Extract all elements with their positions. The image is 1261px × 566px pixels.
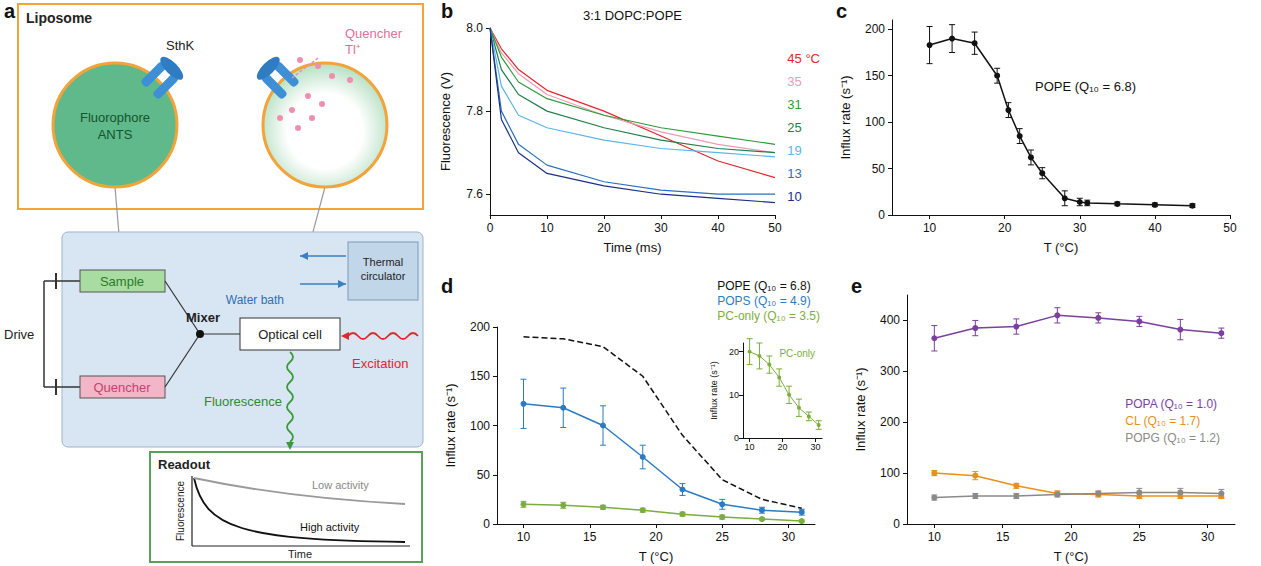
svg-text:50: 50 [1223, 221, 1237, 235]
svg-text:10: 10 [928, 530, 942, 544]
svg-text:Influx rate (s⁻¹): Influx rate (s⁻¹) [853, 367, 868, 451]
svg-text:100: 100 [470, 419, 490, 433]
svg-text:100: 100 [865, 115, 885, 129]
svg-text:0: 0 [483, 517, 490, 531]
svg-text:Quencher: Quencher [93, 380, 151, 395]
svg-text:20: 20 [1064, 530, 1078, 544]
svg-text:Tl⁺: Tl⁺ [345, 42, 360, 57]
svg-text:20: 20 [597, 221, 611, 235]
html-text:c: c [836, 0, 848, 22]
svg-text:200: 200 [865, 22, 885, 36]
svg-text:50: 50 [872, 162, 886, 176]
svg-text:100: 100 [880, 466, 900, 480]
svg-text:10: 10 [540, 221, 554, 235]
svg-text:45 °C: 45 °C [787, 51, 820, 66]
svg-text:High activity: High activity [300, 521, 360, 533]
svg-text:0: 0 [878, 208, 885, 222]
html-text:e: e [851, 275, 863, 297]
svg-text:Influx rate (s⁻¹): Influx rate (s⁻¹) [709, 361, 719, 420]
svg-text:POPS (Q₁₀ = 4.9): POPS (Q₁₀ = 4.9) [717, 294, 810, 308]
svg-text:CL (Q₁₀ = 1.7): CL (Q₁₀ = 1.7) [1125, 414, 1200, 428]
svg-text:Influx rate (s⁻¹): Influx rate (s⁻¹) [838, 75, 853, 159]
svg-text:19: 19 [787, 143, 801, 158]
svg-text:Thermal: Thermal [363, 256, 403, 268]
svg-text:30: 30 [654, 221, 668, 235]
svg-text:10: 10 [745, 442, 755, 452]
svg-text:PC-only: PC-only [779, 348, 815, 359]
svg-text:circulator: circulator [361, 270, 406, 282]
svg-text:40: 40 [1148, 221, 1162, 235]
svg-text:Sample: Sample [100, 274, 144, 289]
svg-text:Fluorescence: Fluorescence [204, 394, 282, 409]
svg-text:Optical cell: Optical cell [258, 327, 322, 342]
svg-text:8.0: 8.0 [466, 21, 483, 35]
svg-text:150: 150 [470, 369, 490, 383]
svg-text:Time (ms): Time (ms) [603, 240, 661, 255]
svg-text:31: 31 [787, 97, 801, 112]
svg-text:Mixer: Mixer [186, 310, 220, 325]
svg-text:Time: Time [288, 548, 312, 560]
svg-text:ANTS: ANTS [98, 127, 133, 142]
svg-text:20: 20 [998, 221, 1012, 235]
svg-text:25: 25 [1133, 530, 1147, 544]
svg-text:Liposome: Liposome [26, 10, 92, 26]
svg-text:PC-only (Q₁₀ = 3.5): PC-only (Q₁₀ = 3.5) [717, 309, 820, 323]
svg-text:30: 30 [1073, 221, 1087, 235]
svg-text:15: 15 [583, 530, 597, 544]
svg-text:Quencher: Quencher [345, 26, 403, 41]
html-text:a: a [4, 0, 16, 22]
svg-text:0: 0 [487, 221, 494, 235]
svg-text:Fluorescence (V): Fluorescence (V) [438, 72, 453, 171]
svg-text:SthK: SthK [166, 38, 195, 53]
svg-text:T (°C): T (°C) [639, 549, 674, 564]
svg-text:10: 10 [517, 530, 531, 544]
svg-text:15: 15 [996, 530, 1010, 544]
svg-text:T (°C): T (°C) [1044, 240, 1079, 255]
svg-text:50: 50 [768, 221, 782, 235]
svg-text:10: 10 [923, 221, 937, 235]
svg-text:40: 40 [711, 221, 725, 235]
svg-text:Fluorophore: Fluorophore [80, 110, 150, 125]
svg-text:10: 10 [729, 390, 739, 400]
svg-text:200: 200 [470, 320, 490, 334]
svg-text:Influx rate (s⁻¹): Influx rate (s⁻¹) [443, 383, 458, 467]
svg-text:13: 13 [787, 166, 801, 181]
svg-text:Excitation: Excitation [352, 356, 408, 371]
svg-text:Fluorescence: Fluorescence [175, 481, 186, 541]
svg-text:30: 30 [810, 442, 820, 452]
svg-text:7.8: 7.8 [466, 104, 483, 118]
html-text:d: d [441, 275, 454, 297]
svg-text:30: 30 [1201, 530, 1215, 544]
svg-text:20: 20 [649, 530, 663, 544]
svg-text:7.6: 7.6 [466, 187, 483, 201]
svg-text:POPA (Q₁₀ = 1.0): POPA (Q₁₀ = 1.0) [1125, 397, 1217, 411]
svg-text:10: 10 [787, 189, 801, 204]
svg-text:25: 25 [716, 530, 730, 544]
svg-text:Water bath: Water bath [226, 293, 284, 307]
svg-text:20: 20 [729, 347, 739, 357]
svg-text:35: 35 [787, 74, 801, 89]
svg-text:0: 0 [734, 433, 739, 443]
svg-text:Readout: Readout [158, 457, 211, 472]
svg-text:POPG (Q₁₀ = 1.2): POPG (Q₁₀ = 1.2) [1125, 431, 1220, 445]
svg-text:20: 20 [777, 442, 787, 452]
svg-text:POPE (Q₁₀ = 6.8): POPE (Q₁₀ = 6.8) [1035, 79, 1136, 94]
svg-text:200: 200 [880, 415, 900, 429]
svg-text:150: 150 [865, 69, 885, 83]
svg-text:T (°C): T (°C) [1054, 549, 1089, 564]
svg-text:POPE (Q₁₀ = 6.8): POPE (Q₁₀ = 6.8) [717, 279, 810, 293]
svg-text:30: 30 [782, 530, 796, 544]
svg-text:3:1 DOPC:POPE: 3:1 DOPC:POPE [583, 8, 682, 23]
svg-text:Drive: Drive [4, 327, 34, 342]
html-text:b: b [441, 0, 454, 22]
svg-text:300: 300 [880, 364, 900, 378]
svg-text:0: 0 [893, 517, 900, 531]
svg-text:Low activity: Low activity [312, 479, 369, 491]
svg-text:25: 25 [787, 120, 801, 135]
svg-text:50: 50 [477, 468, 491, 482]
svg-text:400: 400 [880, 313, 900, 327]
